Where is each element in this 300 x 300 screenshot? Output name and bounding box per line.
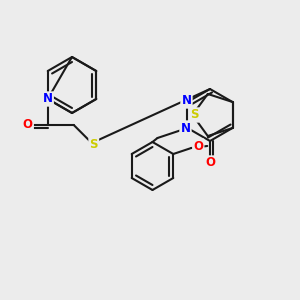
Text: O: O (205, 157, 215, 169)
Text: O: O (23, 118, 33, 131)
Text: O: O (193, 140, 203, 152)
Text: S: S (89, 139, 98, 152)
Text: N: N (181, 122, 190, 134)
Text: N: N (182, 94, 191, 107)
Text: N: N (43, 92, 53, 106)
Text: S: S (190, 109, 199, 122)
